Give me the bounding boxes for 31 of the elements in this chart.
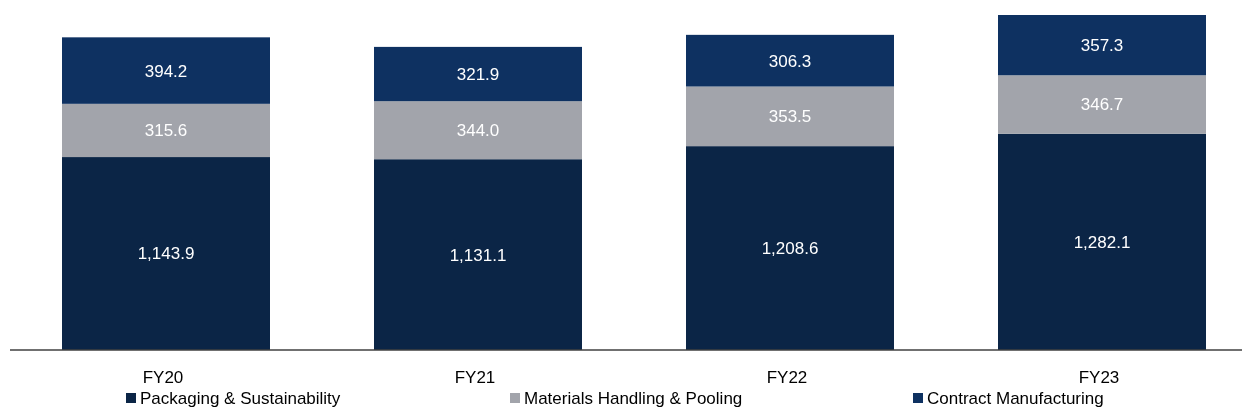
x-tick-label: FY22	[766, 368, 808, 387]
legend-label: Contract Manufacturing	[927, 389, 1104, 408]
x-tick-label: FY23	[1078, 368, 1120, 387]
data-label: 344.0	[456, 121, 500, 141]
data-label: 306.3	[768, 51, 812, 71]
data-label: 1,282.1	[1073, 232, 1131, 252]
x-tick-label: FY21	[454, 368, 496, 387]
bar	[62, 157, 270, 350]
data-label: 357.3	[1080, 36, 1124, 56]
data-label: 346.7	[1080, 95, 1124, 115]
bar	[62, 103, 270, 158]
bar	[686, 34, 894, 87]
bar	[374, 159, 582, 350]
data-label: 1,208.6	[761, 239, 819, 259]
bar	[998, 133, 1206, 350]
legend-label: Materials Handling & Pooling	[524, 389, 743, 408]
bar	[62, 37, 270, 104]
data-label: 1,131.1	[449, 245, 507, 265]
legend-label: Packaging & Sustainability	[140, 389, 341, 408]
bar	[686, 146, 894, 350]
data-label: 315.6	[144, 121, 188, 141]
data-label: 394.2	[144, 61, 188, 81]
data-label: 321.9	[456, 64, 500, 84]
bar	[686, 86, 894, 147]
bar	[374, 101, 582, 160]
bar	[374, 46, 582, 102]
bar	[998, 75, 1206, 134]
data-label: 1,143.9	[137, 244, 195, 264]
x-tick-label: FY20	[142, 368, 184, 387]
bar	[998, 15, 1206, 76]
data-label: 353.5	[768, 107, 812, 127]
